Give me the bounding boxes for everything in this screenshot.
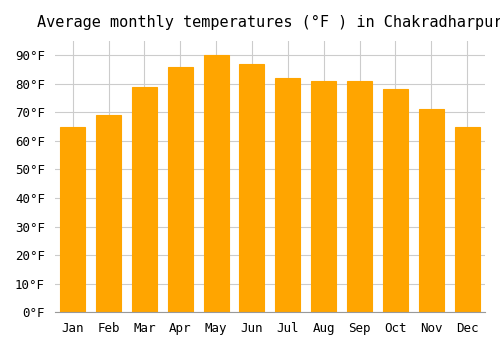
Bar <box>60 127 85 312</box>
Bar <box>275 78 300 312</box>
Bar <box>240 64 264 312</box>
Bar <box>168 66 193 312</box>
Bar <box>383 90 408 312</box>
Bar <box>311 81 336 312</box>
Bar <box>96 115 121 312</box>
Bar <box>454 127 479 312</box>
Title: Average monthly temperatures (°F ) in Chakradharpur: Average monthly temperatures (°F ) in Ch… <box>37 15 500 30</box>
Bar <box>132 86 157 312</box>
Bar <box>204 55 229 312</box>
Bar <box>418 110 444 312</box>
Bar <box>347 81 372 312</box>
